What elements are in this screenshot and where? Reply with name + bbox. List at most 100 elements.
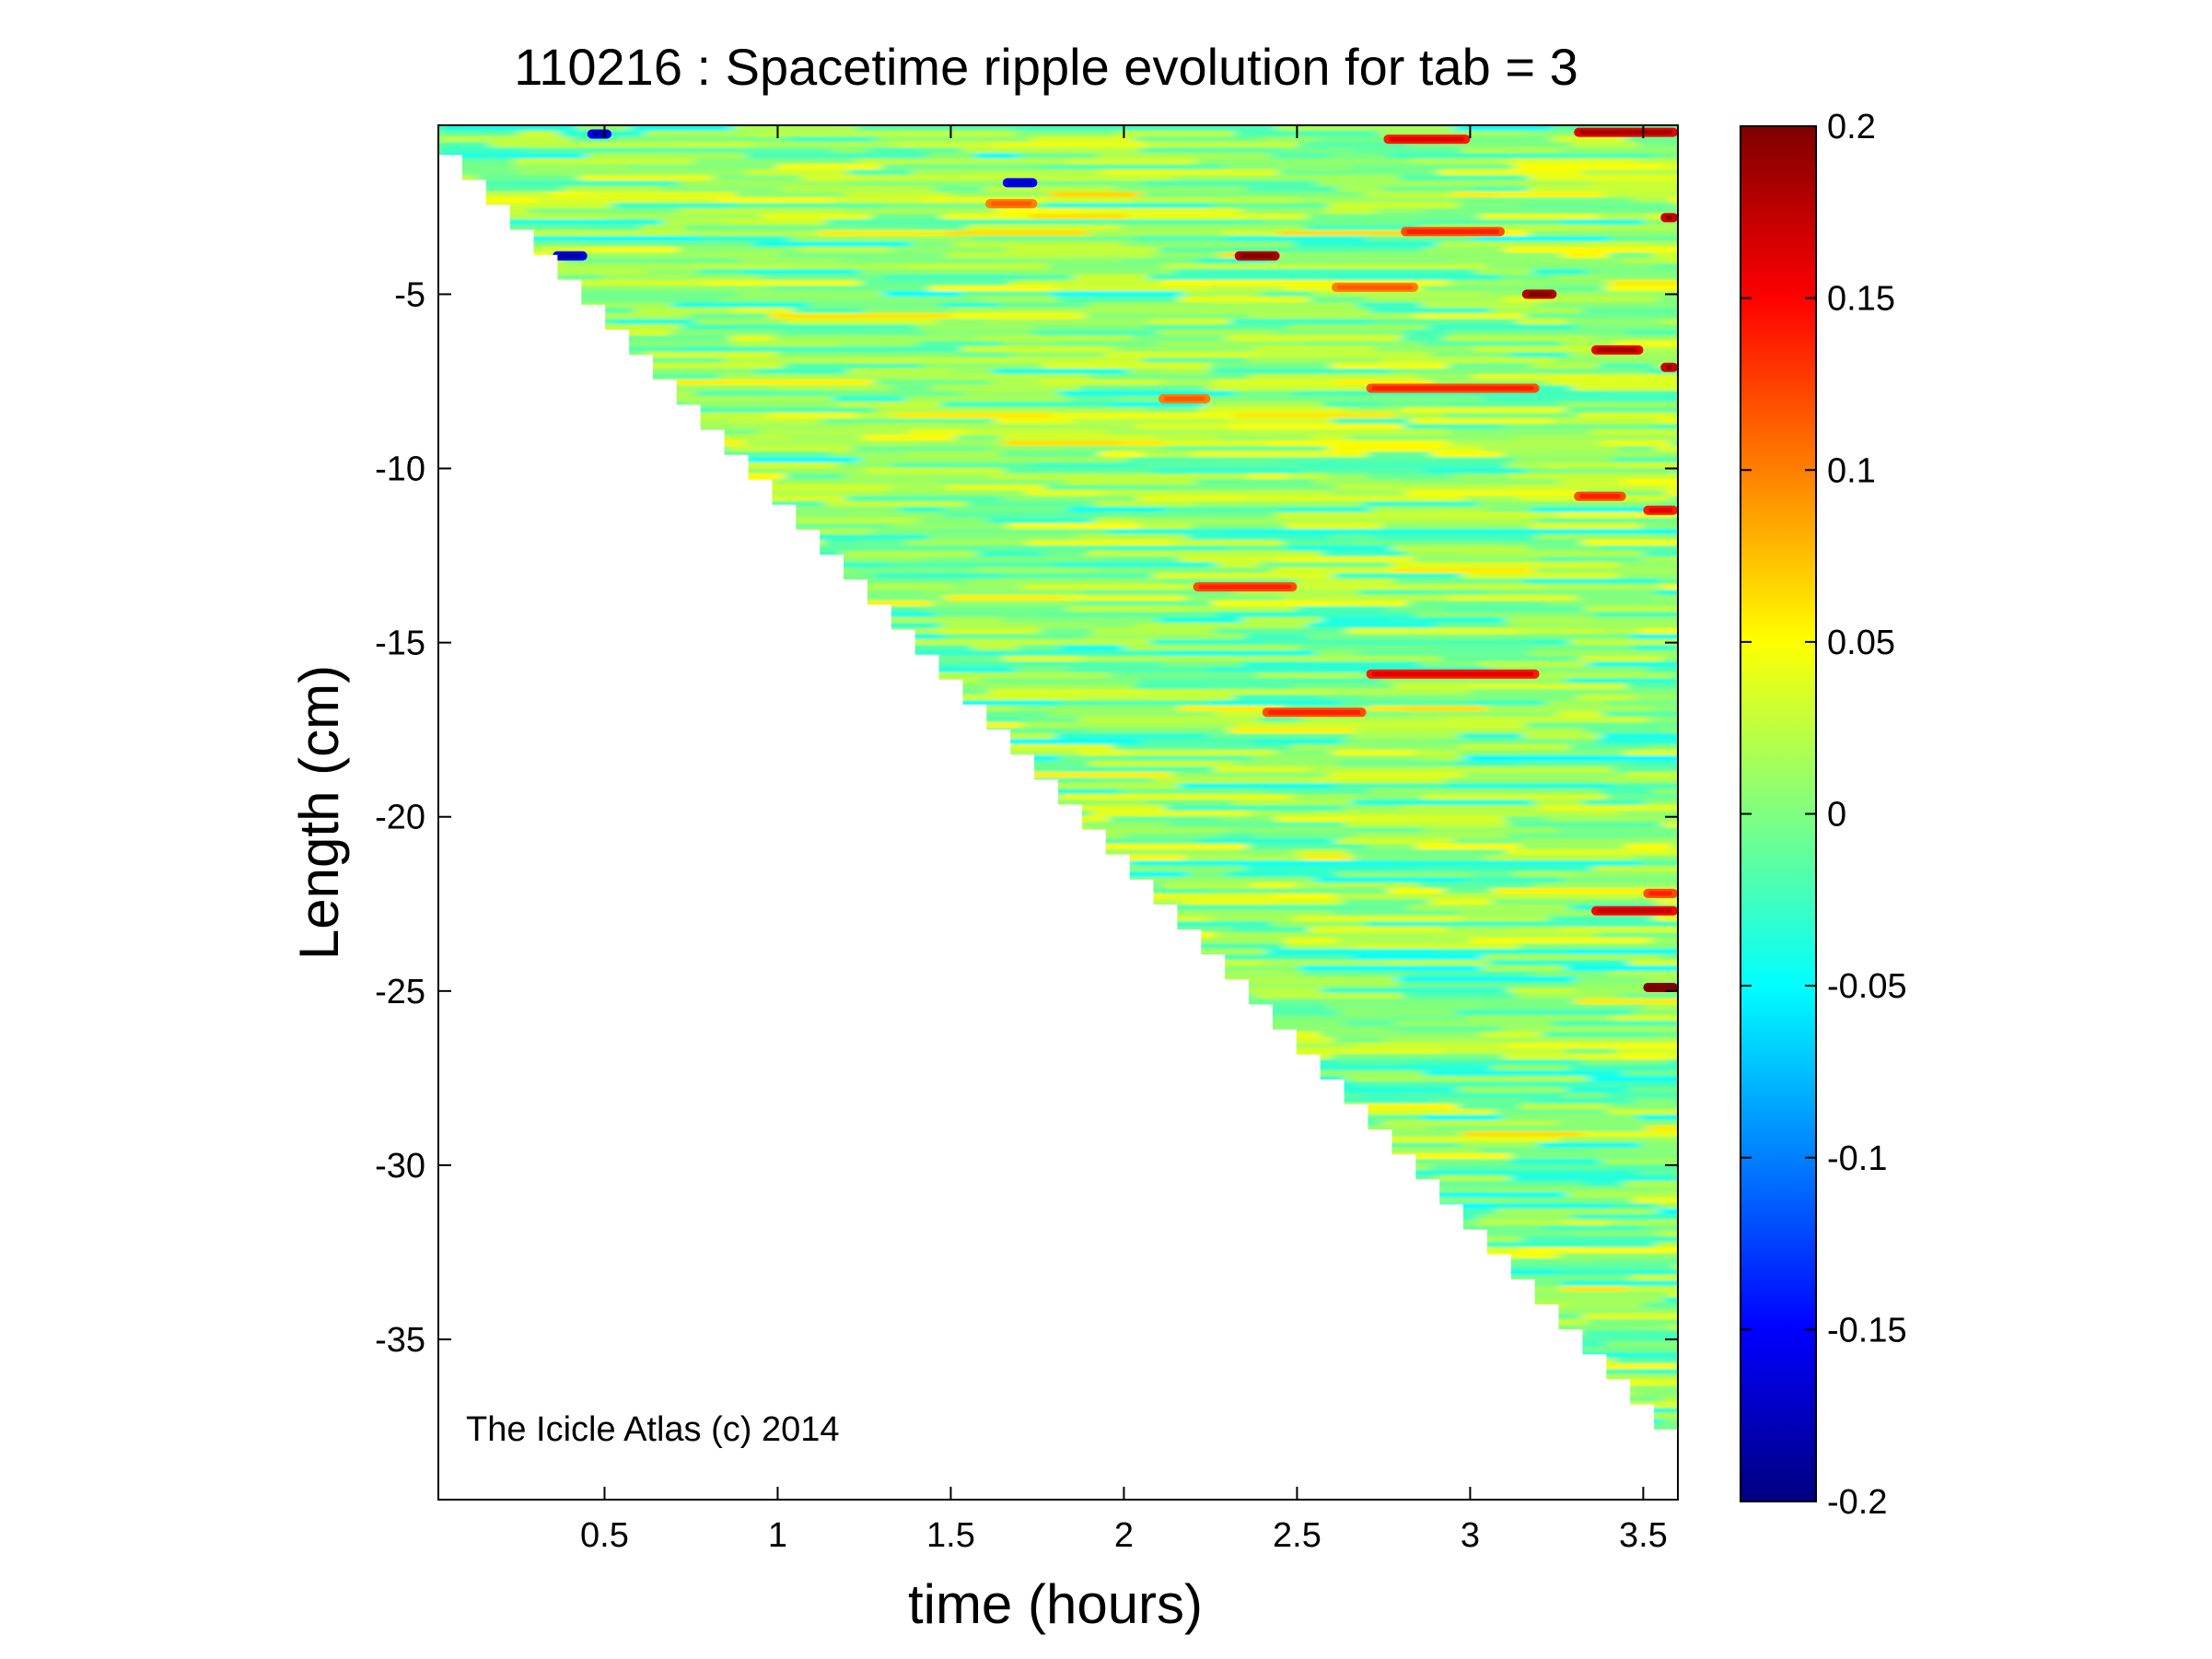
heatmap-cell (856, 158, 898, 165)
heatmap-cell (1566, 1087, 1631, 1093)
heatmap-cell (1228, 424, 1405, 430)
heatmap-cell (1135, 424, 1231, 430)
heatmap-cell (1329, 490, 1408, 497)
heatmap-cell (581, 324, 683, 331)
heatmap-cell (1127, 457, 1220, 463)
heatmap-cell (1670, 849, 1678, 856)
heatmap-cell (438, 131, 520, 137)
heatmap-cell (1504, 247, 1668, 253)
heatmap-feature-core (1648, 985, 1672, 990)
heatmap-cell (1520, 1104, 1611, 1110)
heatmap-cell (652, 147, 833, 154)
heatmap-cell (1357, 590, 1436, 596)
heatmap-cell (1423, 1070, 1538, 1077)
heatmap-cell (1089, 728, 1231, 734)
heatmap-cell (1501, 275, 1557, 281)
heatmap-cell (1253, 346, 1377, 353)
heatmap-cell (612, 357, 727, 364)
heatmap-feature-core (1597, 908, 1672, 914)
heatmap-cell (1576, 595, 1652, 602)
heatmap-cell (1368, 844, 1419, 850)
heatmap-cell (1601, 545, 1678, 552)
heatmap-cell (1656, 534, 1678, 541)
heatmap-cell (563, 186, 662, 193)
heatmap-cell (438, 197, 538, 204)
heatmap-cell (1158, 617, 1245, 624)
heatmap-cell (1569, 639, 1678, 646)
heatmap-cell (1330, 275, 1504, 281)
heatmap-cell (837, 590, 926, 596)
heatmap-cell (1599, 391, 1678, 397)
heatmap-cell (1470, 1120, 1559, 1127)
heatmap-cell (1217, 435, 1313, 441)
colorbar-tick-label: 0.1 (1827, 451, 1876, 490)
heatmap-cell (1320, 617, 1393, 624)
heatmap-cell (1401, 335, 1447, 342)
heatmap-cell (1313, 479, 1400, 485)
heatmap-cell (1646, 1336, 1678, 1342)
heatmap-cell (1165, 805, 1346, 812)
heatmap-cell (792, 308, 867, 314)
heatmap-cell (1574, 982, 1668, 988)
heatmap-cell (1582, 800, 1647, 806)
heatmap-cell (1166, 866, 1247, 872)
heatmap-cell (509, 153, 588, 159)
heatmap-cell (1272, 1048, 1445, 1055)
heatmap-cell (1581, 169, 1678, 176)
heatmap-cell (733, 125, 858, 132)
heatmap-cell (746, 507, 901, 513)
heatmap-cell (1421, 1115, 1504, 1121)
heatmap-cell (1095, 473, 1252, 480)
heatmap-cell (873, 380, 993, 386)
heatmap-cell (1209, 363, 1333, 369)
heatmap-cell (1054, 286, 1210, 292)
heatmap-cell (1345, 822, 1511, 828)
heatmap-cell (1050, 838, 1200, 845)
heatmap-cell (990, 380, 1042, 386)
heatmap-cell (511, 181, 681, 187)
heatmap-cell (927, 153, 977, 159)
heatmap-cell (1324, 429, 1451, 436)
x-tick-label: 3.5 (1619, 1516, 1668, 1555)
heatmap-cell (1513, 529, 1593, 535)
heatmap-cell (1545, 700, 1611, 707)
heatmap-cell (1623, 479, 1678, 485)
heatmap-cell (1419, 755, 1466, 762)
heatmap-cell (1406, 551, 1467, 557)
heatmap-cell (1265, 949, 1440, 955)
heatmap-cell (1458, 744, 1572, 751)
heatmap-cell (1395, 976, 1578, 983)
heatmap-cell (611, 203, 740, 209)
heatmap-cell (1370, 507, 1488, 513)
heatmap-cell (1375, 208, 1425, 215)
heatmap-cell (1160, 894, 1275, 900)
heatmap-cell (1563, 1092, 1607, 1099)
heatmap-cell (669, 142, 754, 148)
heatmap-cell (1235, 413, 1396, 419)
heatmap-cell (1628, 1087, 1678, 1093)
heatmap-cell (1213, 860, 1393, 867)
heatmap-cell (1419, 634, 1504, 640)
heatmap-cell (1392, 722, 1528, 729)
heatmap-cell (752, 142, 896, 148)
heatmap-cell (1395, 1065, 1495, 1071)
heatmap-cell (1051, 291, 1185, 298)
heatmap-cell (1157, 330, 1276, 336)
heatmap-cell (1422, 341, 1565, 347)
heatmap-cell (733, 308, 795, 314)
heatmap-cell (438, 142, 493, 148)
heatmap-cell (793, 518, 920, 524)
heatmap-cell (1042, 363, 1212, 369)
heatmap-cell (1333, 1037, 1386, 1044)
heatmap-cell (1608, 252, 1655, 259)
heatmap-cell (910, 695, 1082, 701)
heatmap-cell (1505, 485, 1670, 491)
heatmap-cell (1605, 286, 1678, 292)
heatmap-cell (1403, 706, 1488, 712)
heatmap-cell (918, 225, 969, 231)
heatmap-cell (751, 241, 913, 248)
heatmap-cell (917, 440, 1005, 447)
heatmap-cell (1525, 131, 1588, 137)
heatmap-cell (1545, 816, 1676, 823)
heatmap-cell (747, 169, 850, 176)
